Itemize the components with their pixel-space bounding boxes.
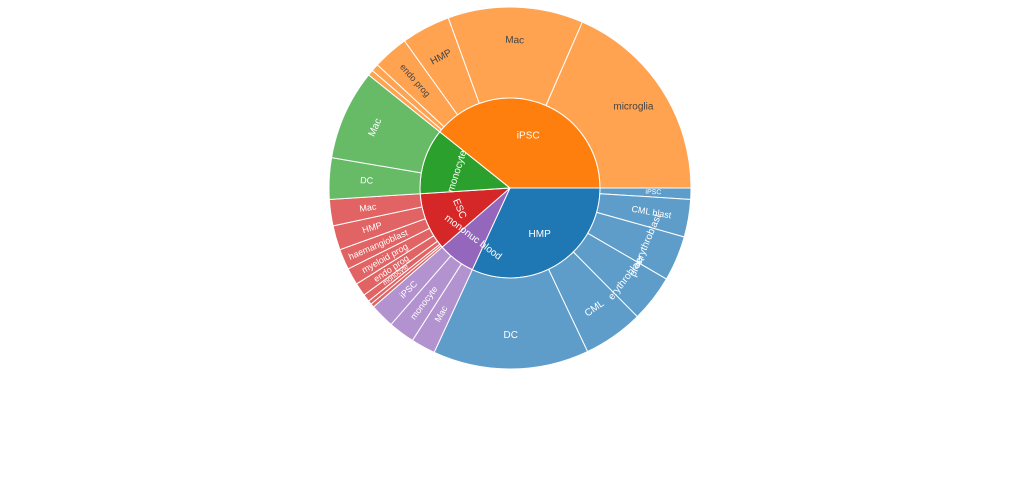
inner-ring bbox=[419, 97, 601, 279]
outer-segment-hmp-dc-5[interactable] bbox=[433, 268, 589, 370]
outer-segment-ipsc-microglia-5[interactable] bbox=[545, 21, 692, 189]
outer-ring bbox=[328, 6, 692, 370]
